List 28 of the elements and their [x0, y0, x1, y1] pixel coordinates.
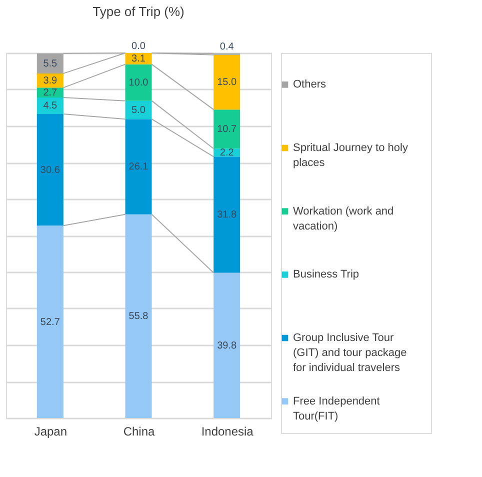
legend-label: Others — [293, 78, 327, 91]
data-label: 4.5 — [43, 100, 58, 112]
x-tick-label: Indonesia — [201, 424, 254, 438]
chart-title: Type of Trip (%) — [92, 4, 184, 19]
data-label: 15.0 — [217, 77, 237, 88]
legend-label: Business Trip — [293, 268, 360, 281]
data-label: 52.7 — [40, 316, 60, 328]
legend-label: Free Independent Tour(FIT) — [293, 395, 380, 422]
legend-label: Group Inclusive Tour (GIT) and tour package for individual travelers — [293, 332, 407, 374]
data-label: 30.6 — [40, 164, 60, 176]
data-label: 0.0 — [132, 41, 146, 52]
x-tick-label: Japan — [34, 424, 68, 438]
legend-label: Spritual Journey to holy places — [293, 142, 408, 169]
data-label: 26.1 — [128, 162, 149, 173]
data-label: 10.7 — [217, 124, 237, 136]
legend-label: Workation (work and vacation) — [293, 205, 394, 232]
data-label: 31.8 — [217, 210, 237, 221]
data-label: 3.1 — [132, 54, 146, 65]
data-label: 39.8 — [217, 340, 237, 352]
data-label: 0.4 — [220, 41, 234, 52]
data-label: 55.8 — [128, 311, 149, 322]
data-label: 5.0 — [132, 104, 146, 116]
data-label: 2.2 — [220, 148, 234, 159]
x-tick-label: China — [123, 424, 155, 438]
data-label: 5.5 — [43, 58, 58, 70]
data-label: 3.9 — [43, 76, 58, 87]
data-label: 2.7 — [43, 88, 58, 99]
data-label: 10.0 — [128, 78, 149, 89]
